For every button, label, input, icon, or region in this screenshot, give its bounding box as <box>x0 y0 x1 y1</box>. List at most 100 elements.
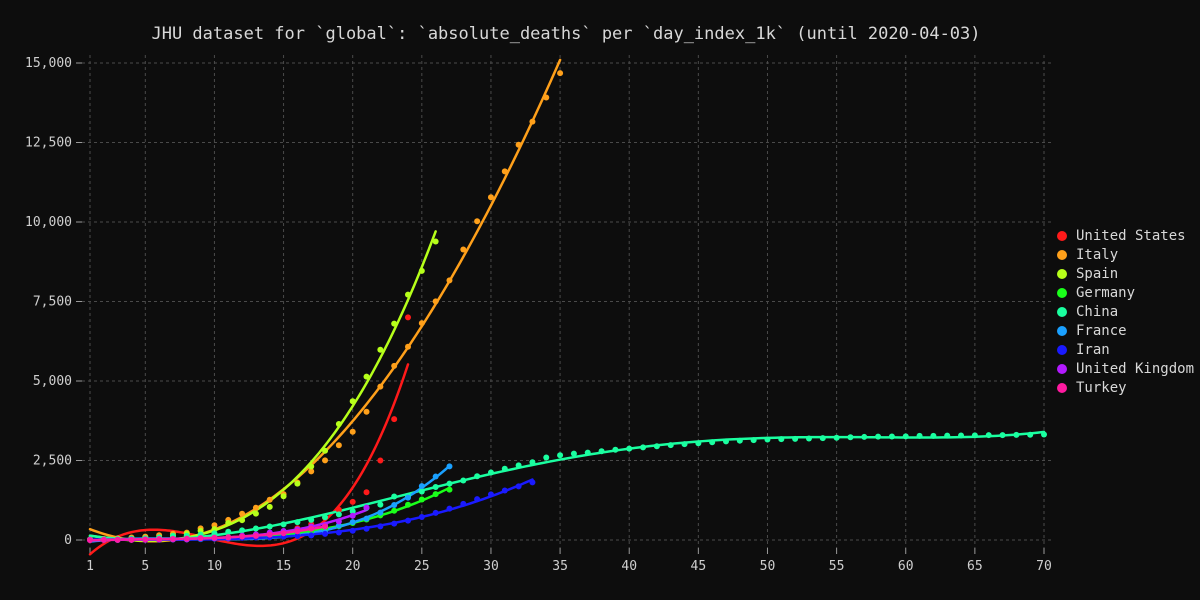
data-point-china <box>640 444 647 451</box>
x-axis: 1 5 10 15 20 25 30 35 40 45 50 55 60 65 70 <box>86 548 1052 574</box>
data-point-italy <box>460 246 467 253</box>
data-point-china <box>266 523 273 530</box>
data-point-italy <box>349 428 356 435</box>
data-point-iran <box>474 496 481 503</box>
data-point-iran <box>322 530 329 537</box>
x-tick-label: 40 <box>621 559 637 574</box>
data-point-turkey <box>225 534 232 541</box>
x-tick-label: 15 <box>276 559 292 574</box>
legend: United States Italy Spain Germany China Franc… <box>1057 226 1194 397</box>
data-point-china <box>460 477 467 484</box>
data-point-china <box>653 443 660 450</box>
data-point-china <box>308 516 315 523</box>
data-point-united-kingdom <box>363 504 370 511</box>
legend-item-china[interactable]: China <box>1057 302 1194 321</box>
data-point-china <box>626 445 633 452</box>
data-point-germany <box>432 491 439 498</box>
data-point-china <box>391 493 398 500</box>
data-point-iran <box>308 532 315 539</box>
data-point-spain <box>239 517 246 524</box>
data-point-china <box>501 465 508 472</box>
legend-label: United Kingdom <box>1076 360 1195 377</box>
chart-title: JHU dataset for `global`: `absolute_deat… <box>151 24 981 44</box>
data-point-spain <box>391 320 398 327</box>
data-point-iran <box>335 529 342 536</box>
data-point-united-states <box>363 489 370 496</box>
data-point-turkey <box>294 528 301 535</box>
data-point-spain <box>211 526 218 533</box>
data-point-france <box>349 519 356 526</box>
data-point-china <box>778 436 785 443</box>
legend-item-france[interactable]: France <box>1057 321 1194 340</box>
data-point-china <box>681 441 688 448</box>
legend-item-italy[interactable]: Italy <box>1057 245 1194 264</box>
data-point-spain <box>225 520 232 527</box>
data-point-china <box>377 501 384 508</box>
legend-item-germany[interactable]: Germany <box>1057 283 1194 302</box>
data-point-china <box>985 432 992 439</box>
data-point-china <box>349 508 356 515</box>
data-point-italy <box>515 141 522 148</box>
x-tick-label: 45 <box>691 559 707 574</box>
data-point-italy <box>308 468 315 475</box>
data-point-china <box>916 432 923 439</box>
data-point-turkey <box>100 536 107 543</box>
data-point-turkey <box>322 523 329 530</box>
legend-item-united-states[interactable]: United States <box>1057 226 1194 245</box>
x-tick-label: 30 <box>483 559 499 574</box>
data-point-china <box>252 525 259 532</box>
data-point-china <box>335 511 342 518</box>
legend-swatch <box>1057 344 1067 355</box>
data-point-turkey <box>239 533 246 540</box>
data-point-china <box>239 527 246 534</box>
data-point-germany <box>446 486 453 493</box>
data-point-china <box>446 480 453 487</box>
x-tick-label: 50 <box>760 559 776 574</box>
trend-line-china <box>88 430 1046 541</box>
data-point-turkey <box>252 532 259 539</box>
data-point-iran <box>487 491 494 498</box>
x-tick-label: 65 <box>967 559 983 574</box>
grid-lines <box>82 55 1052 548</box>
data-point-italy <box>432 298 439 305</box>
data-point-france <box>391 502 398 509</box>
data-point-italy <box>377 383 384 390</box>
data-point-france <box>377 509 384 516</box>
x-tick-label: 55 <box>829 559 845 574</box>
data-point-china <box>418 488 425 495</box>
x-tick-label: 70 <box>1036 559 1052 574</box>
x-tick-label: 35 <box>552 559 568 574</box>
data-point-iran <box>418 513 425 520</box>
data-point-italy <box>239 510 246 517</box>
data-point-germany <box>418 496 425 503</box>
data-point-china <box>543 454 550 461</box>
data-point-iran <box>294 533 301 540</box>
legend-swatch <box>1057 382 1067 393</box>
data-point-turkey <box>156 536 163 543</box>
data-point-iran <box>515 483 522 490</box>
legend-item-iran[interactable]: Iran <box>1057 340 1194 359</box>
legend-item-spain[interactable]: Spain <box>1057 264 1194 283</box>
data-point-china <box>723 438 729 445</box>
data-point-china <box>612 446 619 453</box>
legend-item-turkey[interactable]: Turkey <box>1057 378 1194 397</box>
data-point-china <box>557 452 564 459</box>
data-point-china <box>487 469 494 476</box>
data-point-china <box>570 450 577 457</box>
data-point-turkey <box>114 536 121 543</box>
data-point-china <box>1027 431 1034 438</box>
data-point-turkey <box>183 535 190 542</box>
data-point-italy <box>266 496 273 503</box>
data-point-united-states <box>377 457 384 464</box>
data-point-iran <box>405 517 411 524</box>
data-point-italy <box>391 362 398 369</box>
legend-item-united-kingdom[interactable]: United Kingdom <box>1057 359 1194 378</box>
data-point-china <box>861 433 868 440</box>
data-point-china <box>805 435 812 442</box>
legend-label: China <box>1076 303 1119 320</box>
data-point-spain <box>280 493 287 500</box>
data-point-china <box>792 435 799 442</box>
data-point-turkey <box>266 531 273 538</box>
data-point-turkey <box>87 536 93 543</box>
data-point-italy <box>322 457 329 464</box>
